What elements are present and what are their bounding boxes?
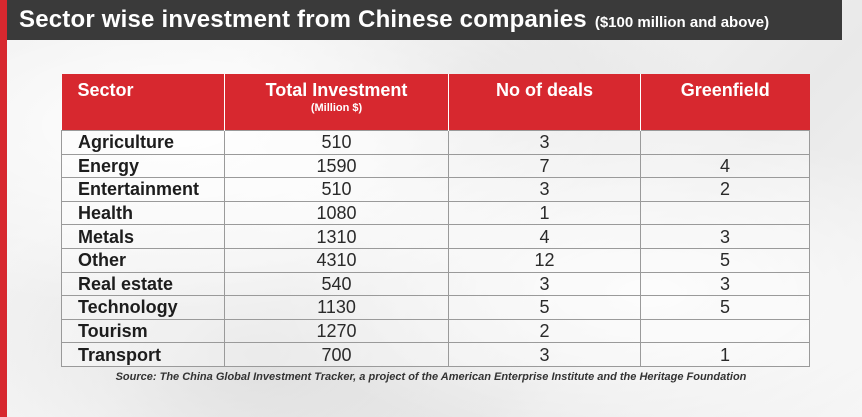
deals-cell: 3 [448,177,641,202]
investment-cell: 1590 [224,153,449,179]
greenfield-cell: 5 [640,295,810,320]
sector-cell: Other [61,247,225,273]
sector-cell: Transport [61,342,225,367]
sector-cell: Health [61,200,225,226]
deals-cell: 2 [448,318,641,344]
table-row: Real estate 540 3 3 [61,271,810,297]
table-row: Technology 1130 5 5 [61,295,810,320]
table-row: Transport 700 3 1 [61,342,810,367]
title-bar: Sector wise investment from Chinese comp… [7,0,842,40]
deals-cell: 1 [448,200,641,226]
header-label: No of deals [495,80,593,100]
investment-cell: 1080 [224,200,449,226]
table-row: Metals 1310 4 3 [61,224,810,249]
header-sector: Sector [61,74,225,131]
header-deals: No of deals [448,74,641,131]
header-sublabel: (Million $) [310,102,363,114]
greenfield-cell [640,130,810,155]
sector-cell: Real estate [61,271,225,297]
source-note: Source: The China Global Investment Trac… [115,371,747,383]
greenfield-cell: 3 [640,271,810,297]
table-row: Health 1080 1 [61,200,810,226]
greenfield-cell: 2 [640,177,810,202]
deals-cell: 4 [448,224,641,249]
header-label: Total Investment [265,80,408,100]
investment-cell: 1270 [224,318,449,344]
chart-subtitle: ($100 million and above) [594,13,770,31]
table-row: Energy 1590 7 4 [61,153,810,179]
header-label: Sector [77,80,134,100]
greenfield-cell: 3 [640,224,810,249]
chart-title: Sector wise investment from Chinese comp… [19,6,587,33]
sector-cell: Agriculture [61,130,225,155]
investment-cell: 4310 [224,247,449,273]
investment-table: Sector Total Investment (Million $) No o… [61,74,810,367]
greenfield-cell: 4 [640,153,810,179]
investment-cell: 510 [224,177,449,202]
investment-cell: 1310 [224,224,449,249]
investment-cell: 510 [224,130,449,155]
sector-cell: Tourism [61,318,225,344]
investment-cell: 700 [224,342,449,367]
investment-cell: 1130 [224,295,449,320]
sector-cell: Technology [61,295,225,320]
deals-cell: 3 [448,271,641,297]
deals-cell: 12 [448,247,641,273]
table-body: Agriculture 510 3 Energy 1590 7 4 Entertainment… [61,130,810,367]
sector-cell: Energy [61,153,225,179]
sector-cell: Metals [61,224,225,249]
table-row: Tourism 1270 2 [61,318,810,344]
header-greenfield: Greenfield [640,74,810,131]
deals-cell: 7 [448,153,641,179]
table-row: Entertainment 510 3 2 [61,177,810,202]
table-row: Other 4310 12 5 [61,247,810,273]
greenfield-cell [640,318,810,344]
header-row: Sector Total Investment (Million $) No o… [61,74,810,131]
header-label: Greenfield [680,80,770,100]
sector-cell: Entertainment [61,177,225,202]
greenfield-cell: 5 [640,247,810,273]
greenfield-cell: 1 [640,342,810,367]
investment-cell: 540 [224,271,449,297]
deals-cell: 3 [448,342,641,367]
accent-bar [0,0,7,417]
table-row: Agriculture 510 3 [61,130,810,155]
deals-cell: 3 [448,130,641,155]
greenfield-cell [640,200,810,226]
deals-cell: 5 [448,295,641,320]
header-total-investment: Total Investment (Million $) [224,74,449,131]
